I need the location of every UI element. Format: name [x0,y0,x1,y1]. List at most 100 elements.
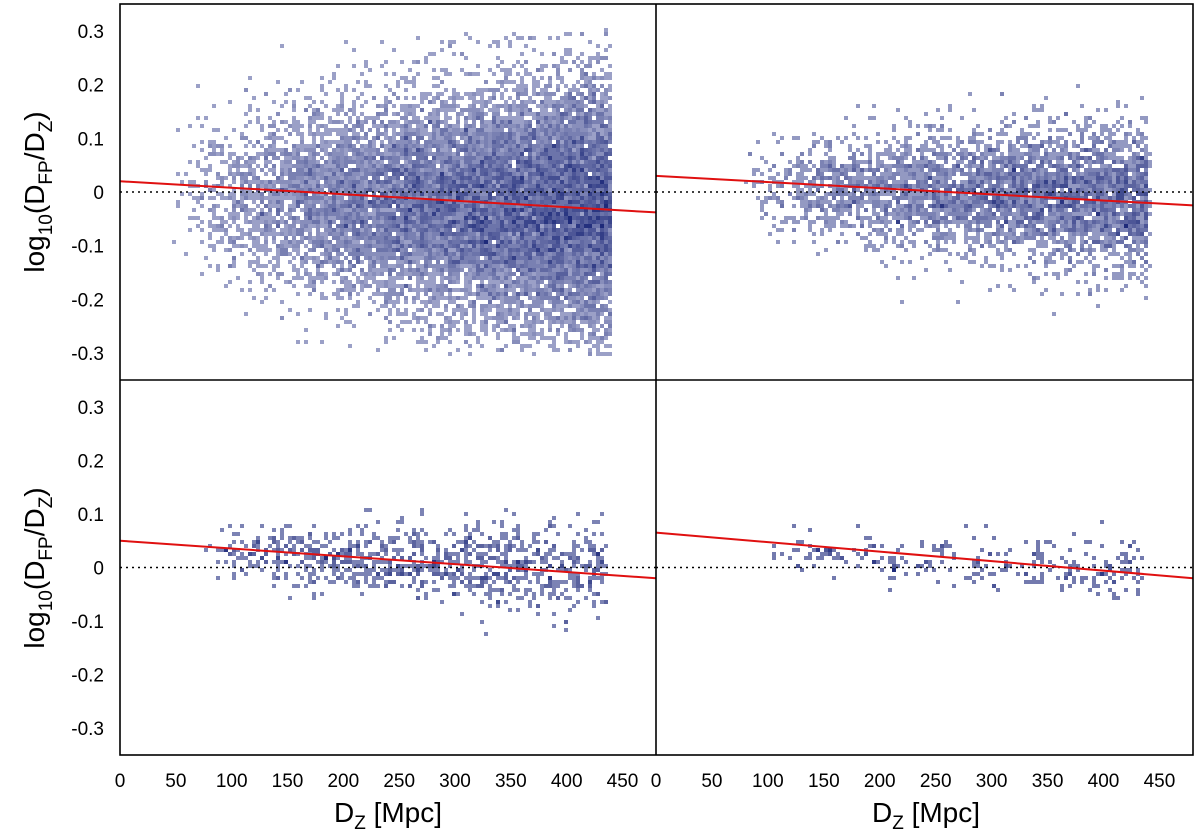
density-cell [296,240,300,244]
density-cell [444,320,448,324]
density-cell [428,224,432,228]
density-cell [440,228,444,232]
density-cell [580,336,584,340]
density-cell [460,316,464,320]
panels-layer [119,28,1194,636]
density-cell [504,124,508,128]
density-cell [516,312,520,316]
density-cell [1104,148,1108,152]
density-cell [484,148,488,152]
density-cell [480,324,484,328]
density-cell [472,216,476,220]
density-cell [372,204,376,208]
density-cell [244,212,248,216]
density-cell [568,92,572,96]
density-cell [532,260,536,264]
density-cell [408,200,412,204]
density-cell [192,208,196,212]
density-cell [596,172,600,176]
density-cell [504,220,508,224]
density-cell [588,340,592,344]
density-cell [432,128,436,132]
density-cell [580,208,584,212]
density-cell [592,328,596,332]
density-cell [332,108,336,112]
density-cell [416,316,420,320]
density-cell [384,100,388,104]
density-cell [488,268,492,272]
density-cell [500,164,504,168]
density-cell [524,168,528,172]
density-cell [308,116,312,120]
density-cell [340,280,344,284]
density-cell [392,156,396,160]
density-cell [520,196,524,200]
density-cell [584,300,588,304]
density-cell [536,104,540,108]
density-cell [564,200,568,204]
density-cell [420,160,424,164]
density-cell [568,224,572,228]
density-cell [568,252,572,256]
density-cell [1140,136,1144,140]
density-cell [356,208,360,212]
density-cell [432,96,436,100]
density-cell [304,156,308,160]
density-cell [452,288,456,292]
density-cell [292,188,296,192]
density-cell [524,260,528,264]
density-cell [520,132,524,136]
density-cell [320,112,324,116]
density-cell [376,160,380,164]
density-cell [516,212,520,216]
density-cell [412,268,416,272]
density-cell [348,180,352,184]
density-cell [480,276,484,280]
density-cell [580,124,584,128]
density-cell [352,232,356,236]
density-cell [552,268,556,272]
density-cell [284,212,288,216]
density-cell [588,300,592,304]
density-cell [492,252,496,256]
density-cell [492,228,496,232]
density-cell [516,308,520,312]
density-cell [564,212,568,216]
density-cell [576,104,580,108]
density-cell [424,176,428,180]
density-cell [496,276,500,280]
density-cell [600,212,604,216]
density-cell [540,140,544,144]
density-cell [340,212,344,216]
density-cell [560,280,564,284]
density-cell [324,276,328,280]
density-cell [952,148,956,152]
density-cell [324,104,328,108]
density-cell [240,136,244,140]
density-cell [1080,132,1084,136]
density-cell [520,344,524,348]
density-cell [292,176,296,180]
density-cell [296,268,300,272]
density-cell [1096,108,1100,112]
density-cell [412,60,416,64]
density-cell [1128,120,1132,124]
density-cell [520,280,524,284]
density-cell [516,184,520,188]
density-cell [488,228,492,232]
density-cell [456,156,460,160]
density-cell [364,204,368,208]
density-cell [1040,104,1044,108]
density-cell [504,280,508,284]
density-cell [472,104,476,108]
density-cell [340,244,344,248]
density-cell [424,124,428,128]
density-cell [528,72,532,76]
density-cell [368,216,372,220]
density-cell [524,284,528,288]
density-cell [296,88,300,92]
density-cell [488,296,492,300]
density-cell [492,168,496,172]
density-cell [520,120,524,124]
density-cell [360,112,364,116]
